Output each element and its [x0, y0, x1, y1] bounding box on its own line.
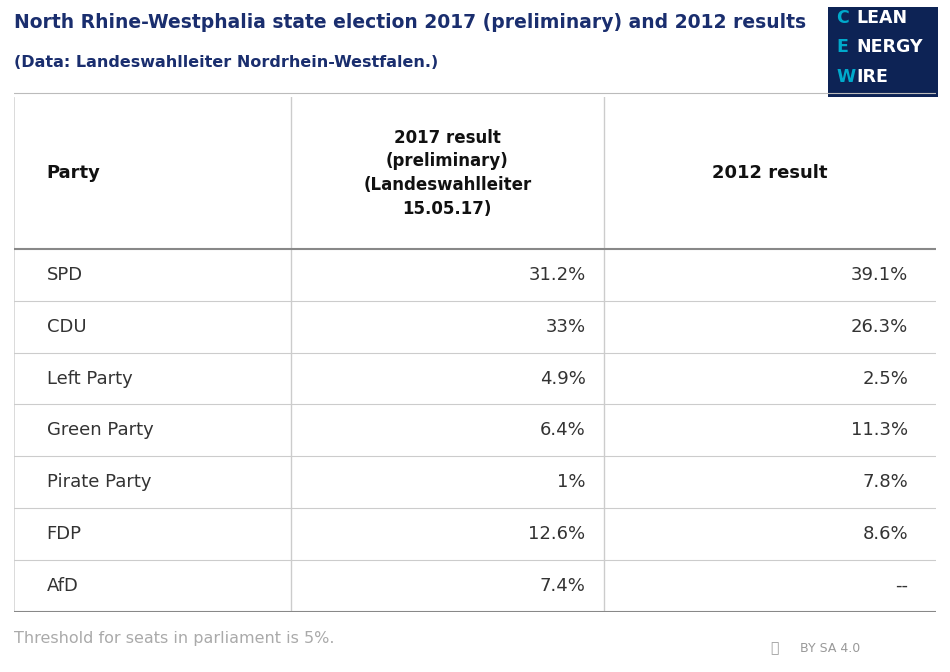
Text: North Rhine-Westphalia state election 2017 (preliminary) and 2012 results: North Rhine-Westphalia state election 20…: [14, 13, 807, 32]
FancyBboxPatch shape: [828, 7, 938, 97]
Text: Party: Party: [47, 164, 101, 182]
Text: NERGY: NERGY: [857, 38, 923, 56]
Text: 2012 result: 2012 result: [712, 164, 827, 182]
Text: AfD: AfD: [47, 577, 79, 595]
Text: SPD: SPD: [47, 266, 83, 284]
Text: W: W: [836, 69, 855, 87]
Text: 4.9%: 4.9%: [540, 370, 585, 388]
Text: IRE: IRE: [857, 69, 888, 87]
Text: Ⓒ: Ⓒ: [770, 642, 779, 655]
Text: Green Party: Green Party: [47, 421, 153, 439]
Text: 8.6%: 8.6%: [863, 525, 908, 543]
Text: FDP: FDP: [47, 525, 82, 543]
Text: Left Party: Left Party: [47, 370, 132, 388]
Text: 33%: 33%: [545, 318, 585, 336]
Text: C: C: [836, 9, 848, 26]
Text: 2.5%: 2.5%: [863, 370, 908, 388]
Text: 31.2%: 31.2%: [528, 266, 585, 284]
Text: 1%: 1%: [557, 473, 585, 491]
Text: BY SA 4.0: BY SA 4.0: [800, 642, 860, 655]
Text: 11.3%: 11.3%: [851, 421, 908, 439]
Text: 2017 result
(preliminary)
(Landeswahlleiter
15.05.17): 2017 result (preliminary) (Landeswahllei…: [363, 129, 531, 218]
Text: 7.8%: 7.8%: [863, 473, 908, 491]
Text: (Data: Landeswahlleiter Nordrhein-Westfalen.): (Data: Landeswahlleiter Nordrhein-Westfa…: [14, 56, 439, 71]
Text: 39.1%: 39.1%: [851, 266, 908, 284]
Text: CDU: CDU: [47, 318, 86, 336]
Text: Threshold for seats in parliament is 5%.: Threshold for seats in parliament is 5%.: [14, 631, 334, 646]
Text: Pirate Party: Pirate Party: [47, 473, 151, 491]
Text: E: E: [836, 38, 848, 56]
Text: 12.6%: 12.6%: [528, 525, 585, 543]
Text: LEAN: LEAN: [857, 9, 908, 26]
Text: --: --: [895, 577, 908, 595]
Text: 26.3%: 26.3%: [851, 318, 908, 336]
Text: 6.4%: 6.4%: [540, 421, 585, 439]
Text: 7.4%: 7.4%: [540, 577, 585, 595]
